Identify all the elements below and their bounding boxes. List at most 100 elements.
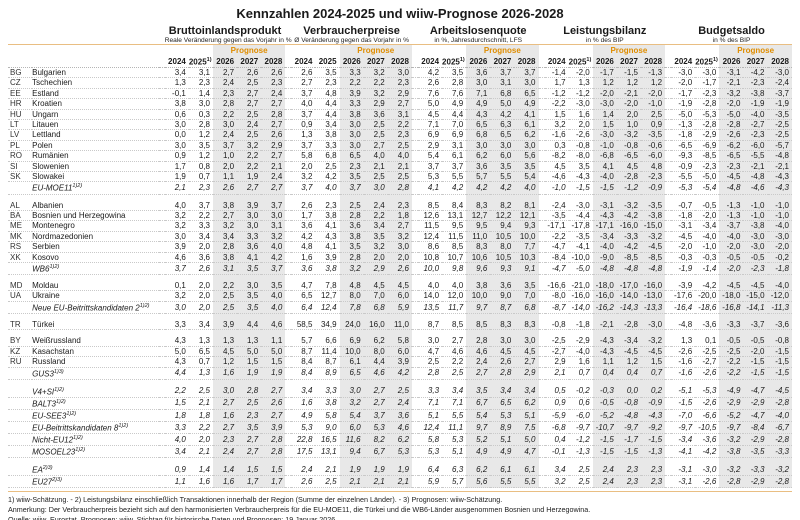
value-cell: -3,1 <box>671 463 696 477</box>
value-cell: -2,8 <box>767 475 792 489</box>
value-cell <box>743 194 768 201</box>
country-code: TR <box>8 319 33 331</box>
value-cell: -3,1 <box>671 475 696 489</box>
group-separator <box>411 231 418 243</box>
value-cell: 5,5 <box>442 171 467 183</box>
aggregate-label: EU-SEE31)2) <box>32 409 159 422</box>
group-separator <box>665 77 672 89</box>
value-cell: 3,0 <box>514 336 539 347</box>
value-cell: -1,7 <box>671 88 696 100</box>
value-cell: -8,4 <box>544 252 569 263</box>
value-cell: -1,3 <box>640 67 666 79</box>
value-cell: -1,2 <box>568 433 593 446</box>
value-cell: -1,5 <box>592 445 617 458</box>
value-cell: 4,8 <box>640 161 666 173</box>
value-cell: 3,2 <box>363 241 388 253</box>
value-cell: 8,7 <box>490 301 515 314</box>
group-separator <box>538 181 545 195</box>
value-cell: 3,9 <box>387 356 412 368</box>
value-cell: -3,1 <box>719 67 744 79</box>
value-cell: 8,3 <box>514 319 539 331</box>
value-cell: 2,7 <box>212 421 238 434</box>
value-cell: 3,6 <box>291 220 316 232</box>
value-cell: 3,4 <box>544 463 569 477</box>
value-cell: 12,4 <box>417 231 443 243</box>
country-name: Nordmazedonien <box>32 231 159 243</box>
value-cell: -13,0 <box>640 290 666 302</box>
value-cell: 6,2 <box>514 129 539 141</box>
value-cell: 2,9 <box>363 262 388 276</box>
country-code: UA <box>8 290 33 302</box>
value-cell: 6,3 <box>442 463 467 477</box>
group-separator <box>665 140 672 152</box>
value-cell: 1,4 <box>592 109 617 121</box>
value-cell: 3,0 <box>261 210 286 222</box>
value-cell <box>237 329 262 337</box>
value-cell: -2,1 <box>719 77 744 89</box>
value-cell: -3,2 <box>767 463 792 477</box>
year-header: 20251) <box>568 56 593 68</box>
value-cell: 4,6 <box>164 252 189 263</box>
value-cell: 2,7 <box>237 433 262 446</box>
value-cell: 2,1 <box>544 367 569 380</box>
value-cell: -1,3 <box>671 119 696 131</box>
value-cell: 5,3 <box>387 445 412 458</box>
value-cell <box>339 457 364 464</box>
group-separator <box>158 421 165 434</box>
value-cell: 2,5 <box>363 119 388 131</box>
value-cell: -5,1 <box>671 385 696 398</box>
value-cell: -0,9 <box>640 397 666 410</box>
value-cell: -2,3 <box>743 77 768 89</box>
value-cell: -2,3 <box>743 129 768 141</box>
value-cell: -4,3 <box>568 171 593 183</box>
value-cell: 3,5 <box>315 67 340 79</box>
value-cell: -4,8 <box>767 150 792 162</box>
value-cell: 10,6 <box>466 252 491 263</box>
value-cell: 6,5 <box>490 129 515 141</box>
value-cell: -2,3 <box>743 262 768 276</box>
value-cell <box>261 274 286 282</box>
value-cell <box>466 379 491 386</box>
value-cell: -17,8 <box>568 220 593 232</box>
group-separator <box>665 262 672 276</box>
column-group-subtitle: in %, Jahresdurchschnitt, LFS <box>417 37 539 45</box>
value-cell: 1,8 <box>188 409 213 422</box>
value-cell <box>490 379 515 386</box>
value-cell: -2,6 <box>695 397 720 410</box>
value-cell: 3,5 <box>466 385 491 398</box>
value-cell: -4,5 <box>767 385 792 398</box>
value-cell: -4,7 <box>544 241 569 253</box>
value-cell <box>339 329 364 337</box>
country-name: Weißrussland <box>32 336 159 347</box>
group-separator <box>538 433 545 446</box>
value-cell: 6,0 <box>490 150 515 162</box>
value-cell: -6,5 <box>671 140 696 152</box>
value-cell <box>237 379 262 386</box>
value-cell: 2,2 <box>188 421 213 434</box>
value-cell: 2,7 <box>237 98 262 110</box>
aggregate-label: EU-MOE111)2) <box>32 181 159 195</box>
value-cell: -4,2 <box>695 281 720 292</box>
group-separator <box>665 356 672 368</box>
value-cell: 4,0 <box>387 150 412 162</box>
value-cell: 3,4 <box>315 119 340 131</box>
value-cell <box>237 313 262 320</box>
value-cell: 5,0 <box>417 98 443 110</box>
value-cell: 2,2 <box>363 210 388 222</box>
country-code <box>8 262 33 276</box>
value-cell: 2,5 <box>212 301 238 314</box>
value-cell: 3,6 <box>490 281 515 292</box>
value-cell: 3,7 <box>442 161 467 173</box>
value-cell: 2,6 <box>291 200 316 211</box>
value-cell: 3,2 <box>387 231 412 243</box>
value-cell: 1,6 <box>291 397 316 410</box>
country-name: Estland <box>32 88 159 100</box>
table-row: MD Moldau 0,1 2,0 2,2 3,0 3,5 4,7 7,8 4,8 4,5 4,5 4,… <box>8 281 792 292</box>
value-cell: 11,5 <box>417 220 443 232</box>
value-cell: 8,2 <box>490 200 515 211</box>
value-cell: -2,0 <box>719 98 744 110</box>
group-separator <box>665 319 672 331</box>
value-cell <box>261 329 286 337</box>
group-separator <box>411 119 418 131</box>
value-cell: -1,5 <box>592 433 617 446</box>
